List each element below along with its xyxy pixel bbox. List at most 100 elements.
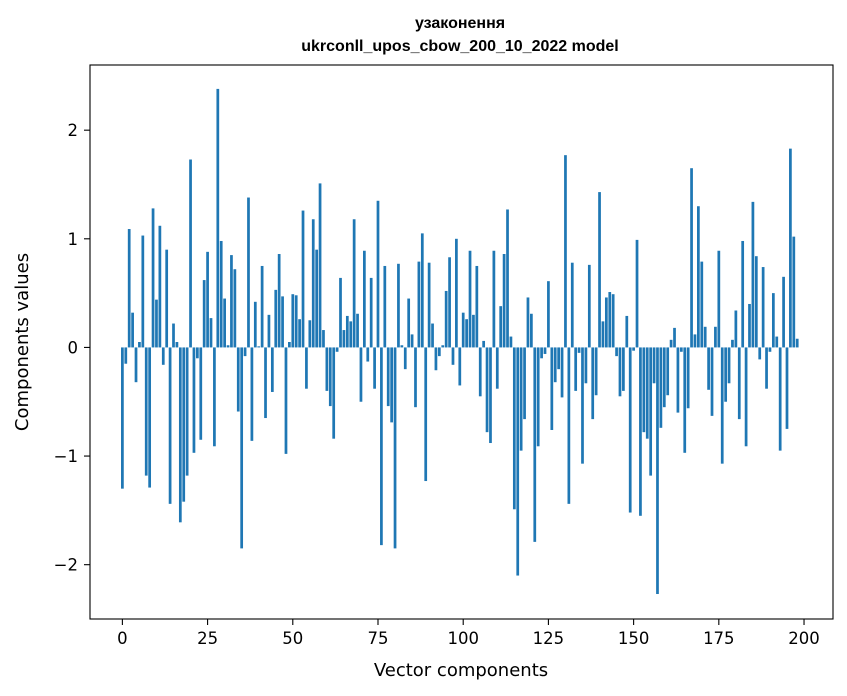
- bar-68: [352, 219, 356, 348]
- bar-51: [294, 295, 298, 348]
- bar-183: [744, 347, 748, 447]
- bar-125: [547, 281, 550, 348]
- x-axis-label: Vector components: [374, 660, 548, 681]
- bar-109: [492, 250, 496, 348]
- bar-93: [437, 347, 441, 357]
- bar-16: [175, 342, 179, 348]
- bar-71: [363, 250, 366, 348]
- x-tick-label: 25: [197, 629, 218, 648]
- bar-106: [482, 340, 486, 348]
- bar-142: [604, 297, 608, 348]
- bar-152: [639, 347, 642, 516]
- bar-192: [775, 336, 779, 348]
- bar-168: [693, 334, 697, 348]
- bar-197: [792, 236, 796, 348]
- bar-25: [206, 251, 209, 348]
- bar-75: [376, 200, 380, 348]
- bar-137: [587, 264, 591, 348]
- bar-135: [581, 347, 584, 464]
- bar-186: [754, 256, 758, 348]
- bar-143: [608, 292, 612, 348]
- bar-98: [455, 238, 458, 348]
- bar-44: [270, 347, 274, 392]
- bar-144: [611, 294, 615, 348]
- bar-20: [189, 159, 192, 348]
- chart-subtitle: ukrconll_upos_cbow_200_10_2022 model: [301, 38, 618, 55]
- bar-66: [345, 315, 349, 348]
- bar-64: [339, 277, 342, 348]
- bar-120: [530, 313, 533, 348]
- bar-69: [356, 313, 359, 348]
- bar-138: [591, 347, 595, 420]
- bar-148: [625, 315, 629, 348]
- bar-17: [178, 347, 182, 523]
- bar-165: [683, 347, 687, 453]
- bar-11: [158, 225, 162, 348]
- y-tick-label: 0: [68, 338, 79, 357]
- y-axis-ticks: −2 −1 0 1 2: [54, 121, 90, 575]
- bar-110: [495, 347, 499, 389]
- bar-100: [461, 312, 465, 348]
- y-tick-label: 1: [68, 230, 79, 249]
- bar-167: [690, 168, 693, 348]
- bar-32: [230, 255, 233, 348]
- bar-91: [431, 323, 434, 348]
- bar-67: [349, 321, 353, 348]
- bar-22: [196, 347, 199, 359]
- bar-181: [737, 347, 741, 420]
- bar-128: [557, 347, 560, 370]
- bar-77: [383, 265, 387, 348]
- bar-118: [523, 347, 526, 420]
- bar-96: [448, 257, 451, 348]
- bar-178: [727, 347, 731, 384]
- bar-108: [489, 347, 492, 444]
- bar-164: [679, 347, 683, 352]
- bar-163: [676, 347, 680, 413]
- bar-9: [151, 208, 155, 348]
- bar-72: [366, 347, 370, 362]
- bar-92: [434, 347, 438, 371]
- x-tick-label: 200: [788, 629, 820, 648]
- bar-59: [322, 330, 325, 348]
- bar-141: [601, 321, 605, 348]
- bar-112: [502, 254, 506, 348]
- bar-49: [288, 342, 291, 348]
- bar-105: [478, 347, 482, 397]
- bar-190: [768, 347, 772, 352]
- bar-84: [407, 298, 411, 348]
- bar-153: [642, 347, 646, 433]
- bar-103: [472, 314, 475, 348]
- bar-4: [134, 347, 138, 383]
- bar-95: [444, 290, 448, 348]
- bar-159: [662, 347, 666, 408]
- bar-140: [598, 192, 601, 348]
- x-tick-label: 75: [367, 629, 388, 648]
- bar-5: [138, 342, 141, 348]
- bar-87: [417, 261, 421, 348]
- bar-189: [765, 347, 768, 389]
- y-tick-label: 2: [68, 121, 79, 140]
- bar-39: [253, 301, 257, 348]
- bar-21: [192, 347, 196, 453]
- bar-74: [373, 347, 376, 389]
- bar-176: [720, 347, 724, 464]
- bar-169: [697, 206, 700, 348]
- bar-162: [673, 327, 676, 348]
- bar-111: [499, 306, 503, 348]
- bar-184: [748, 303, 751, 348]
- bar-172: [707, 347, 710, 390]
- bar-6: [141, 235, 145, 348]
- x-tick-label: 0: [117, 629, 128, 648]
- bar-145: [615, 347, 618, 357]
- bar-158: [659, 347, 663, 428]
- bar-57: [315, 249, 319, 348]
- bar-27: [213, 347, 216, 447]
- bar-82: [400, 345, 404, 348]
- bar-2: [127, 229, 131, 348]
- x-tick-label: 100: [447, 629, 479, 648]
- bar-139: [594, 347, 598, 396]
- bar-188: [761, 267, 765, 348]
- bar-114: [509, 336, 513, 348]
- bar-15: [172, 323, 175, 348]
- bar-50: [291, 294, 295, 348]
